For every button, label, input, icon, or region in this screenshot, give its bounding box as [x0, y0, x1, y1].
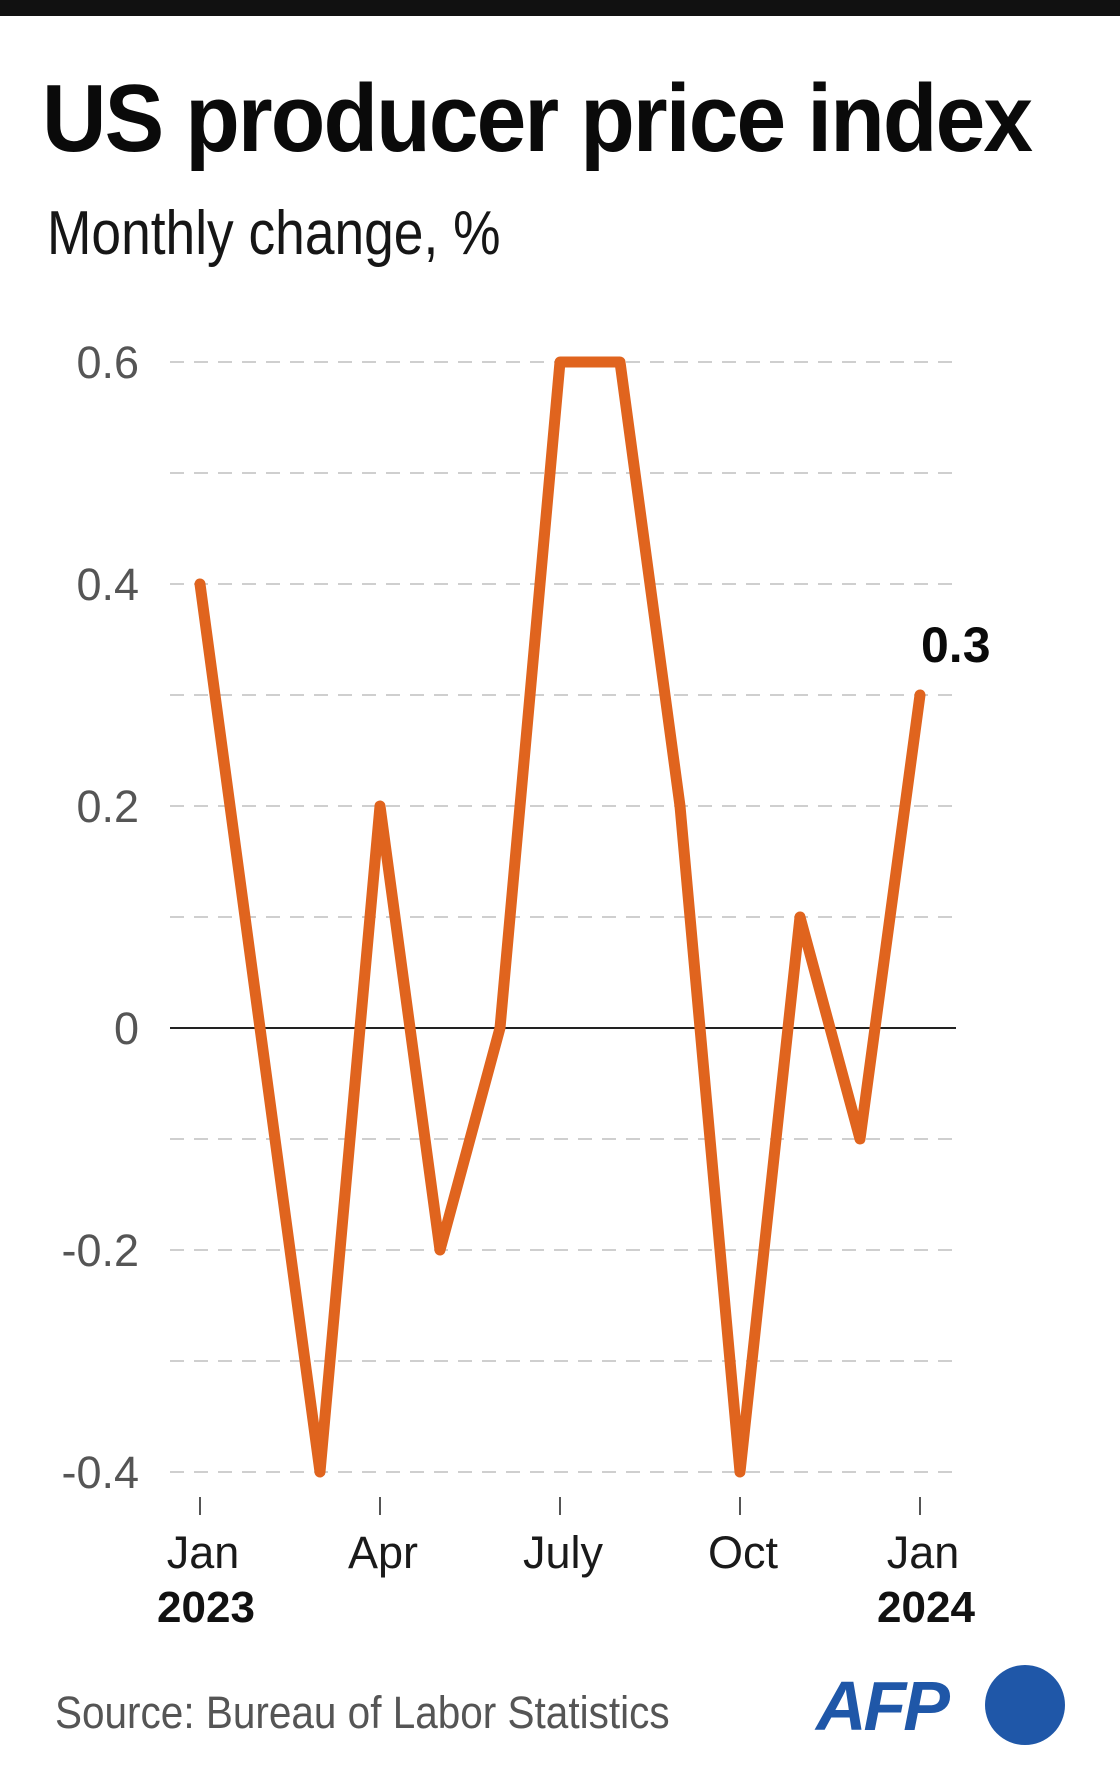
- last-value-label: 0.3: [921, 617, 991, 673]
- ppi-series-line: [194, 356, 926, 1478]
- top-rule: [0, 0, 1120, 16]
- x-year-label: 2023: [157, 1583, 255, 1632]
- y-tick-label: -0.2: [61, 1225, 139, 1276]
- x-axis-ticks: Jan 2023 Apr July Oct Jan 2024: [157, 1497, 975, 1632]
- afp-logo-text: AFP: [816, 1667, 950, 1745]
- x-year-label: 2024: [877, 1583, 975, 1632]
- x-tick-label: Jan: [167, 1527, 240, 1578]
- x-tick-label: Apr: [348, 1527, 418, 1578]
- y-tick-label: 0.2: [76, 781, 139, 832]
- y-axis-labels: 0.6 0.4 0.2 0 -0.2 -0.4: [61, 337, 139, 1498]
- afp-logo-dot-icon: [985, 1665, 1065, 1745]
- y-tick-label: 0: [114, 1003, 139, 1054]
- x-tick-label: July: [523, 1527, 604, 1578]
- x-tick-label: Oct: [708, 1527, 779, 1578]
- y-tick-label: -0.4: [61, 1447, 139, 1498]
- chart-subtitle: Monthly change, %: [47, 199, 501, 268]
- source-note: Source: Bureau of Labor Statistics: [55, 1687, 670, 1738]
- gridlines: [170, 361, 956, 1473]
- y-tick-label: 0.6: [76, 337, 139, 388]
- chart-title: US producer price index: [42, 65, 1033, 172]
- afp-logo: AFP: [812, 1662, 1072, 1748]
- y-tick-label: 0.4: [76, 559, 139, 610]
- x-tick-label: Jan: [887, 1527, 960, 1578]
